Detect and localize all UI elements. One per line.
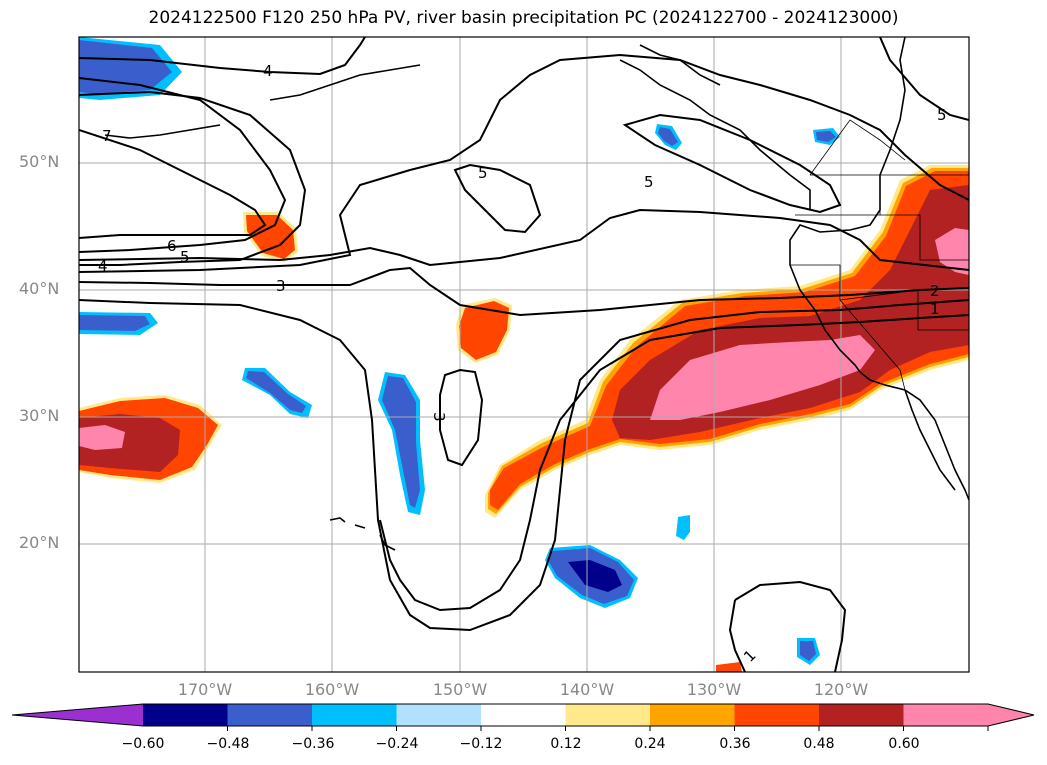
precip-fill-layer xyxy=(79,37,969,672)
colorbar-tick-label: 0.48 xyxy=(803,736,835,752)
lon-label-130w: 130°W xyxy=(686,680,742,699)
contour-label: 1 xyxy=(740,646,759,665)
contour-label: 5 xyxy=(937,106,947,124)
borders xyxy=(790,119,969,391)
colorbar-outline xyxy=(11,703,1035,727)
colorbar-segment xyxy=(734,704,820,726)
contour-label: 5 xyxy=(478,164,488,182)
lon-label-120w: 120°W xyxy=(813,680,869,699)
colorbar-extend-high xyxy=(988,704,1034,726)
colorbar-segment xyxy=(481,704,566,726)
lat-label-20n: 20°N xyxy=(19,533,60,552)
lon-label-170w: 170°W xyxy=(177,680,233,699)
contour-label: 1 xyxy=(930,300,940,318)
contour-label: 6 xyxy=(167,237,177,255)
colorbar-tick-label: −0.24 xyxy=(375,736,419,752)
contour-label: 3 xyxy=(276,277,286,295)
contour-label: 4 xyxy=(98,257,108,275)
colorbar-tick-label: 0.60 xyxy=(888,736,920,752)
map-title: 2024122500 F120 250 hPa PV, river basin … xyxy=(148,8,899,28)
colorbar-tick-label: 0.36 xyxy=(719,736,751,752)
colorbar-segment xyxy=(650,704,735,726)
lat-label-30n: 30°N xyxy=(19,406,60,425)
contour-label-group: 4 7 6 5 4 3 5 5 5 3 2 1 1 xyxy=(98,62,947,666)
contour-label: 7 xyxy=(102,127,112,145)
lon-label-140w: 140°W xyxy=(559,680,615,699)
lat-label-40n: 40°N xyxy=(19,279,60,298)
colorbar-extend-low xyxy=(12,704,143,726)
colorbar-segment xyxy=(312,704,397,726)
contour-label: 5 xyxy=(180,248,190,266)
lon-label-150w: 150°W xyxy=(432,680,488,699)
colorbar-tick-label: 0.12 xyxy=(550,736,582,752)
colorbar-tick-label: −0.36 xyxy=(291,736,335,752)
contour-label: 5 xyxy=(644,173,654,191)
colorbar xyxy=(11,703,1035,731)
colorbar-tick-label: −0.48 xyxy=(206,736,250,752)
colorbar-segment xyxy=(396,704,482,726)
colorbar-segment xyxy=(227,704,313,726)
colorbar-tick-label: −0.12 xyxy=(459,736,503,752)
colorbar-segment xyxy=(143,704,228,726)
contour-label: 2 xyxy=(930,282,940,300)
map-frame xyxy=(78,36,970,673)
colorbar-segment xyxy=(903,704,989,726)
colorbar-tick-label: 0.24 xyxy=(634,736,666,752)
contour-label: 4 xyxy=(263,62,273,80)
lat-label-50n: 50°N xyxy=(19,152,60,171)
colorbar-segment xyxy=(819,704,904,726)
contour-label: 3 xyxy=(430,412,448,422)
colorbar-tick-label: −0.60 xyxy=(121,736,165,752)
lon-label-160w: 160°W xyxy=(304,680,360,699)
pv-contours xyxy=(79,37,969,672)
colorbar-segment xyxy=(565,704,651,726)
